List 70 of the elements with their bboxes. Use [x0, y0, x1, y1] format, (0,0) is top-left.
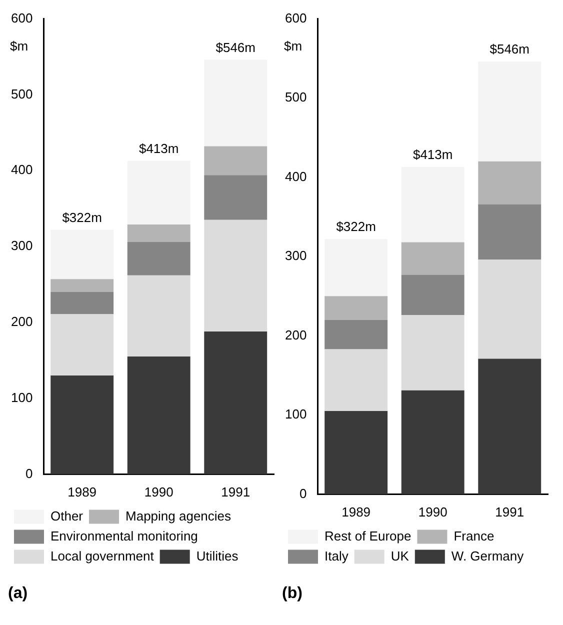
bar: [478, 161, 542, 204]
y-tick-label: 0: [299, 486, 307, 501]
text: (a): [8, 584, 28, 602]
legend-label: France: [454, 528, 494, 544]
bar: [401, 166, 464, 242]
bar: [478, 260, 542, 359]
x-tick-label: 1990: [418, 504, 448, 520]
total-label: $546m: [216, 40, 256, 55]
bar: [204, 146, 268, 176]
text: (b): [282, 584, 302, 602]
bar: [478, 358, 542, 494]
legend-label: Local government: [50, 548, 154, 564]
bar: [324, 296, 388, 320]
y-tick-label: 100: [284, 406, 307, 422]
legend-label: UK: [390, 548, 410, 564]
y-tick-label: 500: [10, 86, 33, 102]
y-tick-label: 600: [284, 10, 307, 26]
bar: [324, 411, 388, 494]
y-axis-title: $m: [10, 38, 28, 54]
legend-label: Mapping agencies: [126, 508, 232, 524]
bar: [324, 239, 388, 296]
legend-label: Environmental monitoring: [50, 528, 198, 544]
y-axis-title: $m: [284, 38, 302, 54]
bar: [204, 60, 268, 146]
bar: [50, 292, 114, 314]
bar: [127, 242, 190, 276]
y-tick-label: 400: [10, 162, 33, 178]
total-label: $546m: [490, 42, 530, 57]
bar: [478, 62, 542, 162]
bar: [50, 279, 114, 292]
bar: [204, 332, 268, 474]
bar: [204, 175, 268, 220]
bar: [324, 349, 388, 412]
bar: [50, 230, 114, 280]
x-tick-label: 1991: [495, 504, 524, 520]
total-label: $413m: [412, 147, 453, 162]
x-tick-label: 1989: [342, 504, 371, 520]
total-label: $322m: [336, 219, 376, 234]
legend-label: W. Germany: [451, 548, 524, 564]
y-tick-label: 200: [10, 314, 33, 329]
bar: [127, 224, 190, 242]
y-tick-label: 0: [25, 466, 33, 481]
bar: [401, 315, 464, 390]
x-tick-label: 1989: [68, 484, 97, 500]
x-tick-label: 1991: [221, 484, 250, 500]
y-tick-label: 600: [10, 10, 33, 26]
bar: [401, 390, 464, 494]
y-tick-label: 100: [10, 390, 33, 405]
y-tick-label: 300: [284, 248, 307, 264]
legend-label: Rest of Europe: [324, 528, 412, 544]
bar: [127, 356, 190, 474]
bar: [401, 274, 464, 316]
x-tick-label: 1990: [144, 484, 174, 500]
legend-label: Other: [50, 508, 84, 524]
legend-label: Italy: [324, 548, 349, 564]
bar: [50, 314, 114, 376]
bar: [478, 204, 542, 260]
y-tick-label: 200: [284, 327, 307, 342]
total-label: $413m: [138, 140, 179, 156]
y-tick-label: 400: [284, 168, 307, 184]
y-tick-label: 300: [10, 238, 33, 254]
bar: [204, 220, 268, 332]
legend-label: Utilities: [196, 548, 239, 564]
bar: [401, 242, 464, 275]
bar: [127, 160, 190, 224]
bar: [50, 376, 114, 474]
y-tick-label: 500: [284, 90, 307, 105]
bar: [324, 320, 388, 350]
bar: [127, 275, 190, 357]
total-label: $322m: [62, 210, 102, 225]
